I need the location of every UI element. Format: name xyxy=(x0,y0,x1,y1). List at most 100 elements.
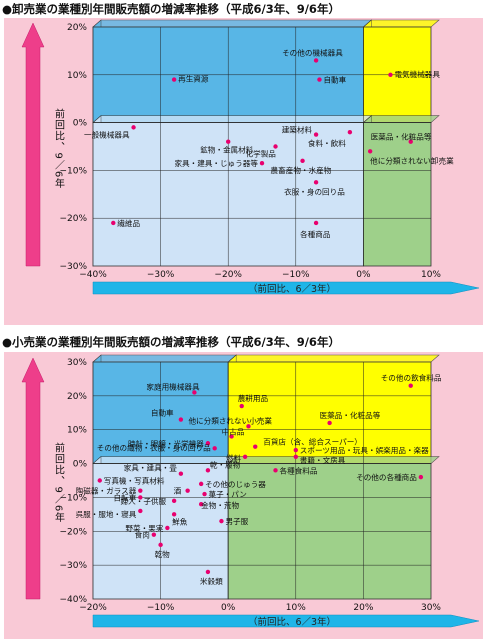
data-point-label: 燃料 xyxy=(226,453,242,463)
y-axis-label: 前回比、9／6年 xyxy=(53,441,65,523)
data-point xyxy=(293,454,298,459)
data-point-label: 菓子・パン xyxy=(209,489,247,499)
data-point-label: 各種商品 xyxy=(300,229,331,239)
retail-chart-title: ●小売業の業種別年間販売額の増減率推移（平成6/3年、9/6年） xyxy=(2,335,340,349)
data-point-label: 鉱物・金属材料 xyxy=(200,145,254,155)
y-tick-label: −20% xyxy=(59,527,87,537)
data-point xyxy=(408,383,413,388)
data-point-label: 自転車 xyxy=(114,492,137,502)
data-point xyxy=(192,390,197,395)
quadrant-q2-top xyxy=(92,354,237,363)
quadrant-q2-top xyxy=(92,19,373,28)
y-tick-label: 0% xyxy=(73,119,88,129)
data-point xyxy=(259,161,265,166)
data-point-label: 他に分類されない卸売業 xyxy=(370,155,454,165)
data-point xyxy=(219,518,224,524)
data-point-label: 男子服 xyxy=(225,517,248,526)
data-point xyxy=(151,532,157,537)
x-axis-label: （前回比、6／3年） xyxy=(248,283,336,295)
data-point-label: 乾物 xyxy=(155,549,171,559)
y-tick-label: 20% xyxy=(67,23,87,33)
data-point-label: 他に分類されない小売業 xyxy=(188,415,272,425)
data-point xyxy=(300,158,305,164)
data-point xyxy=(165,525,170,531)
data-point xyxy=(273,144,278,149)
x-tick-label: 0% xyxy=(356,270,371,280)
data-point-label: その他の飲食料品 xyxy=(381,373,442,383)
data-point xyxy=(171,77,177,82)
data-point-label: 婦人・子供服 xyxy=(121,496,167,506)
quadrant-q4 xyxy=(362,122,432,267)
data-point-label: 中古品 xyxy=(222,426,245,436)
x-tick-label: 20% xyxy=(353,603,373,613)
x-tick-label: 30% xyxy=(421,603,441,613)
y-axis-arrow xyxy=(21,357,45,600)
data-point xyxy=(185,488,190,493)
data-point-label: スポーツ用品・玩具・娯楽用品・楽器 xyxy=(300,445,429,455)
data-point xyxy=(138,488,143,493)
data-point-label: その他の機械器具 xyxy=(282,47,343,57)
data-point xyxy=(229,434,234,439)
data-point-label: 衣服・身の回り品 xyxy=(284,186,345,196)
data-point xyxy=(178,417,184,422)
quadrant-q3-top xyxy=(92,115,373,123)
data-point-label: 野菜・果実 xyxy=(125,523,163,533)
data-point xyxy=(246,424,251,429)
data-point-label: 農畜産物・水産物 xyxy=(271,165,332,175)
quadrant-q1 xyxy=(227,361,432,464)
data-point xyxy=(418,474,424,480)
quadrant-q1-top xyxy=(227,354,440,363)
y-tick-label: −10% xyxy=(59,166,87,176)
x-tick-label: −10% xyxy=(282,270,310,280)
data-point-label: 書籍・文房具 xyxy=(300,455,346,465)
quadrant-q4-top xyxy=(362,115,440,123)
y-axis-label: 前回比、9／6年 xyxy=(53,107,65,189)
x-tick-label: 10% xyxy=(421,270,441,280)
data-point xyxy=(327,420,332,426)
data-point xyxy=(171,512,177,517)
y-tick-label: 30% xyxy=(67,358,87,368)
data-point xyxy=(242,454,248,459)
y-tick-label: 10% xyxy=(67,71,87,81)
x-axis-arrow xyxy=(92,281,480,295)
y-tick-label: 10% xyxy=(67,426,87,436)
data-point-label: 家具・建具・じゅう器等 xyxy=(174,158,258,168)
data-point-label: 自動車 xyxy=(323,75,346,85)
data-point-label: 食肉 xyxy=(135,530,150,540)
data-point xyxy=(178,471,184,476)
data-point xyxy=(273,468,278,473)
data-point xyxy=(317,77,322,82)
data-point-label: 自動車 xyxy=(151,408,174,418)
x-axis-arrow xyxy=(92,614,480,628)
x-tick-label: −40% xyxy=(79,270,107,280)
x-tick-label: −20% xyxy=(79,603,107,613)
data-point xyxy=(138,495,143,500)
data-point-label: 呉服・服地・寝具 xyxy=(76,509,137,519)
y-tick-label: −20% xyxy=(59,214,87,224)
data-point-label: 写真機・写真材料 xyxy=(104,476,165,486)
data-point-label: 鮮魚 xyxy=(172,516,188,526)
data-point xyxy=(97,478,102,483)
data-point xyxy=(138,508,143,514)
data-point xyxy=(347,129,353,135)
x-tick-label: −30% xyxy=(147,270,175,280)
data-point-label: その他の織物・衣服・身の回り品 xyxy=(97,442,211,452)
data-point xyxy=(313,58,319,63)
data-point xyxy=(205,569,211,575)
data-point-label: 医薬品・化粧品等 xyxy=(371,132,432,142)
y-tick-label: 20% xyxy=(67,392,87,402)
data-point xyxy=(313,220,319,226)
data-point-label: 医薬品・化粧品等 xyxy=(320,410,381,420)
x-tick-label: 10% xyxy=(286,603,306,613)
data-point-label: 化学製品 xyxy=(246,149,277,159)
data-point xyxy=(408,139,413,144)
chart-1: −20% −10% 0% 10% 20% 30% 30% 20% 10% 0% −10% −20% −3… xyxy=(21,354,480,628)
data-point-label: 再生資源 xyxy=(178,74,209,84)
data-point-label: 米穀類 xyxy=(200,576,223,586)
wholesale-chart-title: ●卸売業の業種別年間販売額の増減率推移（平成6/3年、9/6年） xyxy=(2,2,340,16)
data-point xyxy=(313,180,319,185)
data-point-label: 百貨店（含、総合スーパー） xyxy=(263,437,362,447)
x-axis-label: （前回比、6／3年） xyxy=(248,616,336,628)
data-point-label: 酒 xyxy=(174,487,182,496)
data-point-label: 時計・眼鏡・光学機器 xyxy=(128,438,204,448)
